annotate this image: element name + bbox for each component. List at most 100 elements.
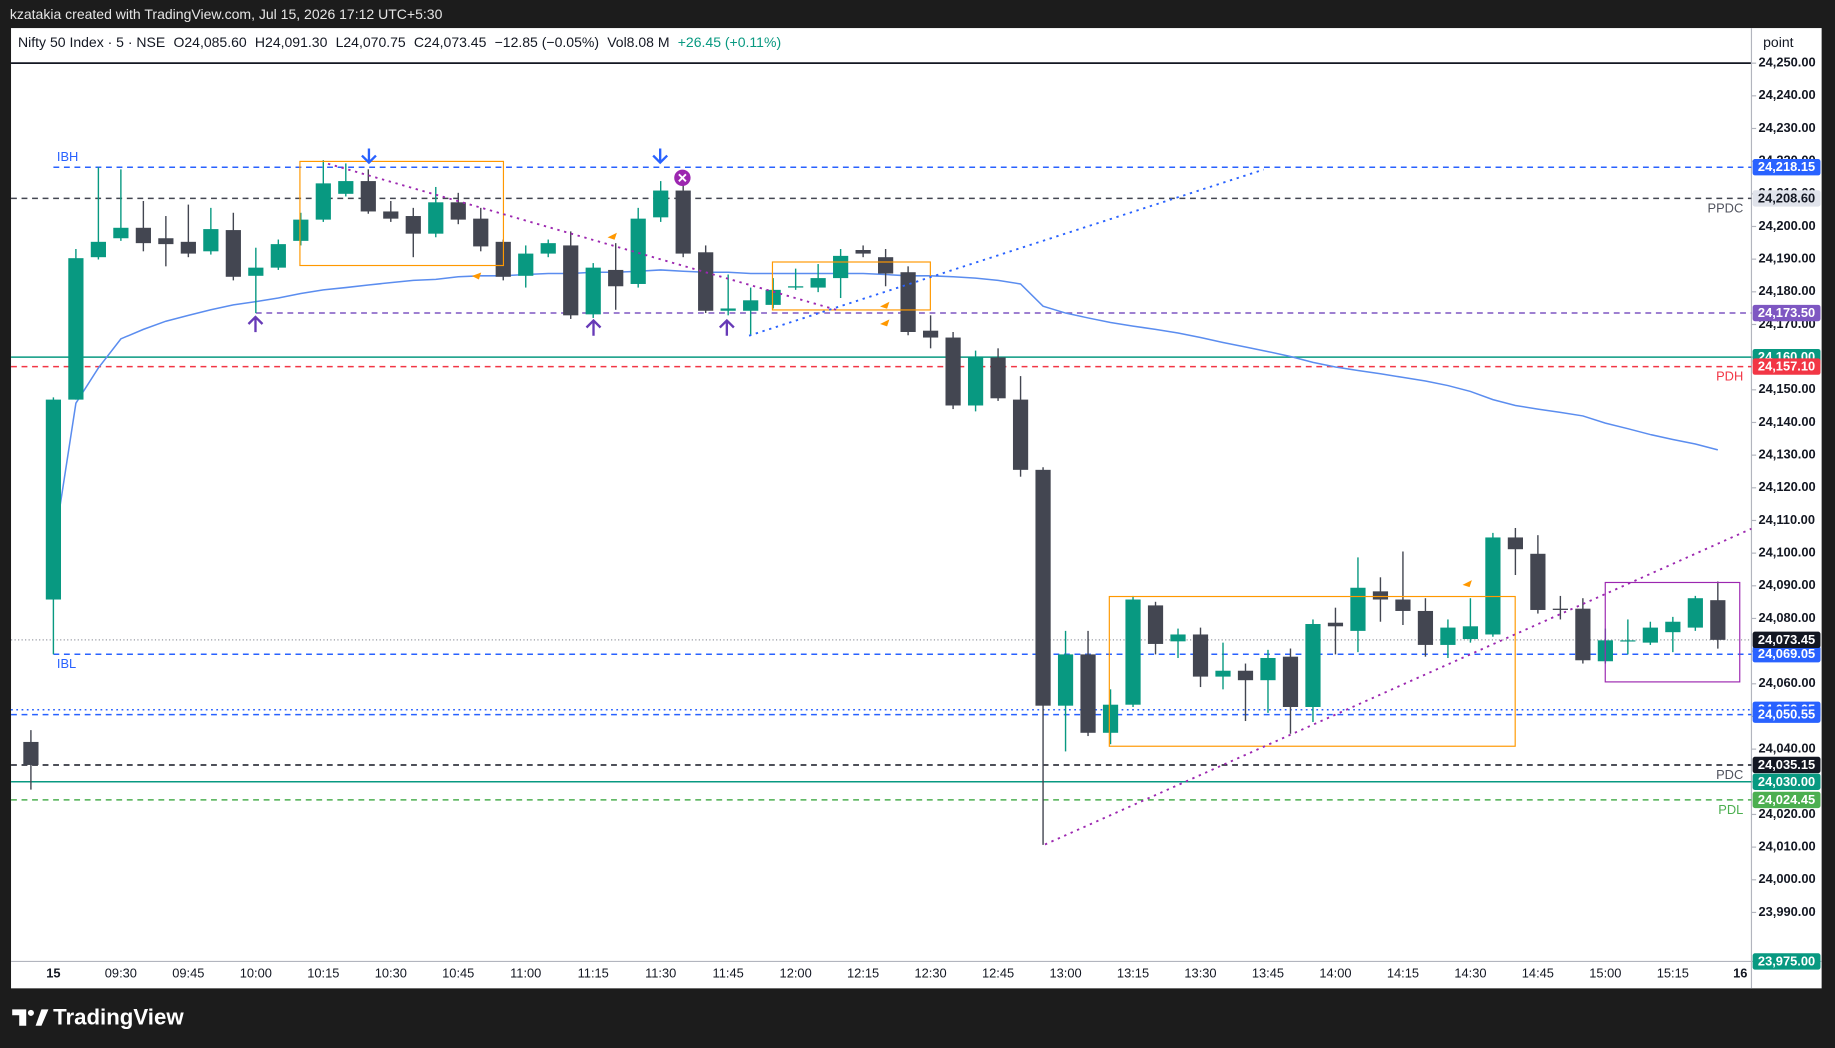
- candle-body: [203, 229, 219, 252]
- y-tick-label: 24,010.00: [1758, 839, 1815, 854]
- x-tick-label: 15: [46, 966, 60, 981]
- candle-body: [1237, 670, 1254, 681]
- legend-close: C24,073.45: [414, 34, 487, 50]
- candle-body: [158, 238, 174, 245]
- legend-high: H24,091.30: [255, 34, 328, 50]
- candle-body: [743, 300, 759, 311]
- signal-arrow: [247, 315, 264, 333]
- candle-body: [540, 243, 556, 254]
- candle-body: [1102, 704, 1119, 733]
- x-tick-label: 10:00: [240, 966, 272, 981]
- price-label-box: [1752, 953, 1821, 970]
- candle-body: [1260, 657, 1276, 681]
- candle-body: [1462, 626, 1479, 640]
- candle-body: [428, 202, 444, 234]
- price-label: 24,173.50: [1758, 305, 1815, 320]
- logo: [27, 1009, 34, 1016]
- y-tick-label: 24,200.00: [1758, 218, 1815, 233]
- credit: kzatakia created with TradingView.com, J…: [10, 6, 443, 22]
- candle-body: [1057, 654, 1074, 706]
- y-tick-label: 24,090.00: [1758, 577, 1815, 592]
- candle-body: [675, 190, 691, 254]
- candle-body: [1710, 600, 1726, 640]
- price-label-box: [1752, 631, 1821, 649]
- x-tick-label: 10:15: [307, 966, 339, 981]
- y-tick-label: 24,150.00: [1758, 381, 1815, 396]
- level-name: PDH: [1716, 369, 1743, 384]
- candle-body: [1530, 553, 1546, 610]
- candle-body: [990, 357, 1006, 399]
- y-tick-label: 24,060.00: [1758, 675, 1815, 690]
- logo: [12, 1009, 27, 1026]
- candle-body: [810, 278, 826, 288]
- price-label: 24,208.60: [1758, 190, 1815, 205]
- level-name: PPDC: [1708, 200, 1744, 215]
- x-tick-label: 12:45: [982, 966, 1014, 981]
- signal-marker: [678, 173, 687, 182]
- candle-body: [405, 216, 421, 234]
- candle-body: [1620, 640, 1636, 642]
- x-tick-label: 11:45: [713, 966, 744, 981]
- signal-arrow: [719, 318, 735, 336]
- candle-body: [585, 267, 601, 315]
- candle-body: [473, 218, 489, 247]
- legend-low: L24,070.75: [336, 34, 406, 50]
- candle-body: [270, 244, 286, 268]
- candle-body: [113, 227, 129, 239]
- legend-volume: Vol8.08 M: [607, 34, 669, 50]
- price-labels: 24,218.1524,208.6024,173.5024,160.0024,1…: [1752, 159, 1821, 970]
- brand-name: TradingView: [53, 1005, 184, 1030]
- x-tick-label: 12:00: [780, 966, 812, 981]
- y-tick-label: 24,180.00: [1758, 283, 1815, 298]
- signal-arrow: [652, 148, 669, 165]
- candle-body: [518, 253, 534, 276]
- y-tick-label: 24,130.00: [1758, 447, 1815, 462]
- y-tick-label: 23,990.00: [1758, 904, 1815, 919]
- candle-body: [1665, 621, 1681, 633]
- x-tick-label: 15:15: [1657, 966, 1689, 981]
- price-label-box: [1752, 190, 1821, 207]
- candle-body: [1350, 587, 1366, 631]
- candle-body: [698, 252, 714, 311]
- candle-body: [1282, 656, 1299, 707]
- candle-body: [1395, 599, 1411, 611]
- price-label-box: [1752, 756, 1821, 774]
- candle-body: [945, 337, 961, 406]
- x-tick-label: 10:45: [442, 966, 474, 981]
- candle-body: [293, 219, 309, 241]
- signal-arrow: [361, 148, 377, 165]
- y-tick-label: 24,240.00: [1758, 87, 1815, 102]
- legend: Nifty 50 Index · 5 · NSE O24,085.60 H24,09…: [18, 34, 781, 50]
- y-tick-label: 24,190.00: [1758, 251, 1815, 266]
- logo: [35, 1009, 49, 1026]
- candle-body: [180, 241, 196, 254]
- range-box: [1604, 581, 1741, 683]
- candle-body: [135, 227, 151, 244]
- legend-extra: +26.45 (+0.11%): [678, 34, 781, 50]
- range-box: [771, 261, 931, 311]
- price-label: 24,050.55: [1758, 707, 1815, 722]
- x-tick-label: 14:15: [1387, 966, 1419, 981]
- candle-body: [1035, 469, 1051, 706]
- y-tick-label: 24,250.00: [1758, 55, 1815, 70]
- candle-body: [1080, 654, 1096, 733]
- candle-body: [45, 399, 62, 600]
- candle-body: [922, 330, 939, 338]
- candle-body: [450, 202, 466, 220]
- plot: [23, 160, 1726, 845]
- candle-body: [1170, 634, 1186, 642]
- level-name: PDC: [1716, 767, 1743, 782]
- candle-body: [360, 181, 376, 212]
- candle-body: [225, 230, 241, 277]
- price-label: 24,157.10: [1758, 359, 1815, 374]
- candle-body: [788, 286, 804, 288]
- price-label-box: [1752, 304, 1821, 322]
- candle-body: [563, 245, 579, 316]
- price-label: 24,218.15: [1758, 159, 1815, 174]
- candle-body: [68, 258, 84, 400]
- x-tick-label: 14:30: [1454, 966, 1486, 981]
- price-label: 24,024.45: [1758, 792, 1815, 807]
- candle-body: [855, 250, 871, 254]
